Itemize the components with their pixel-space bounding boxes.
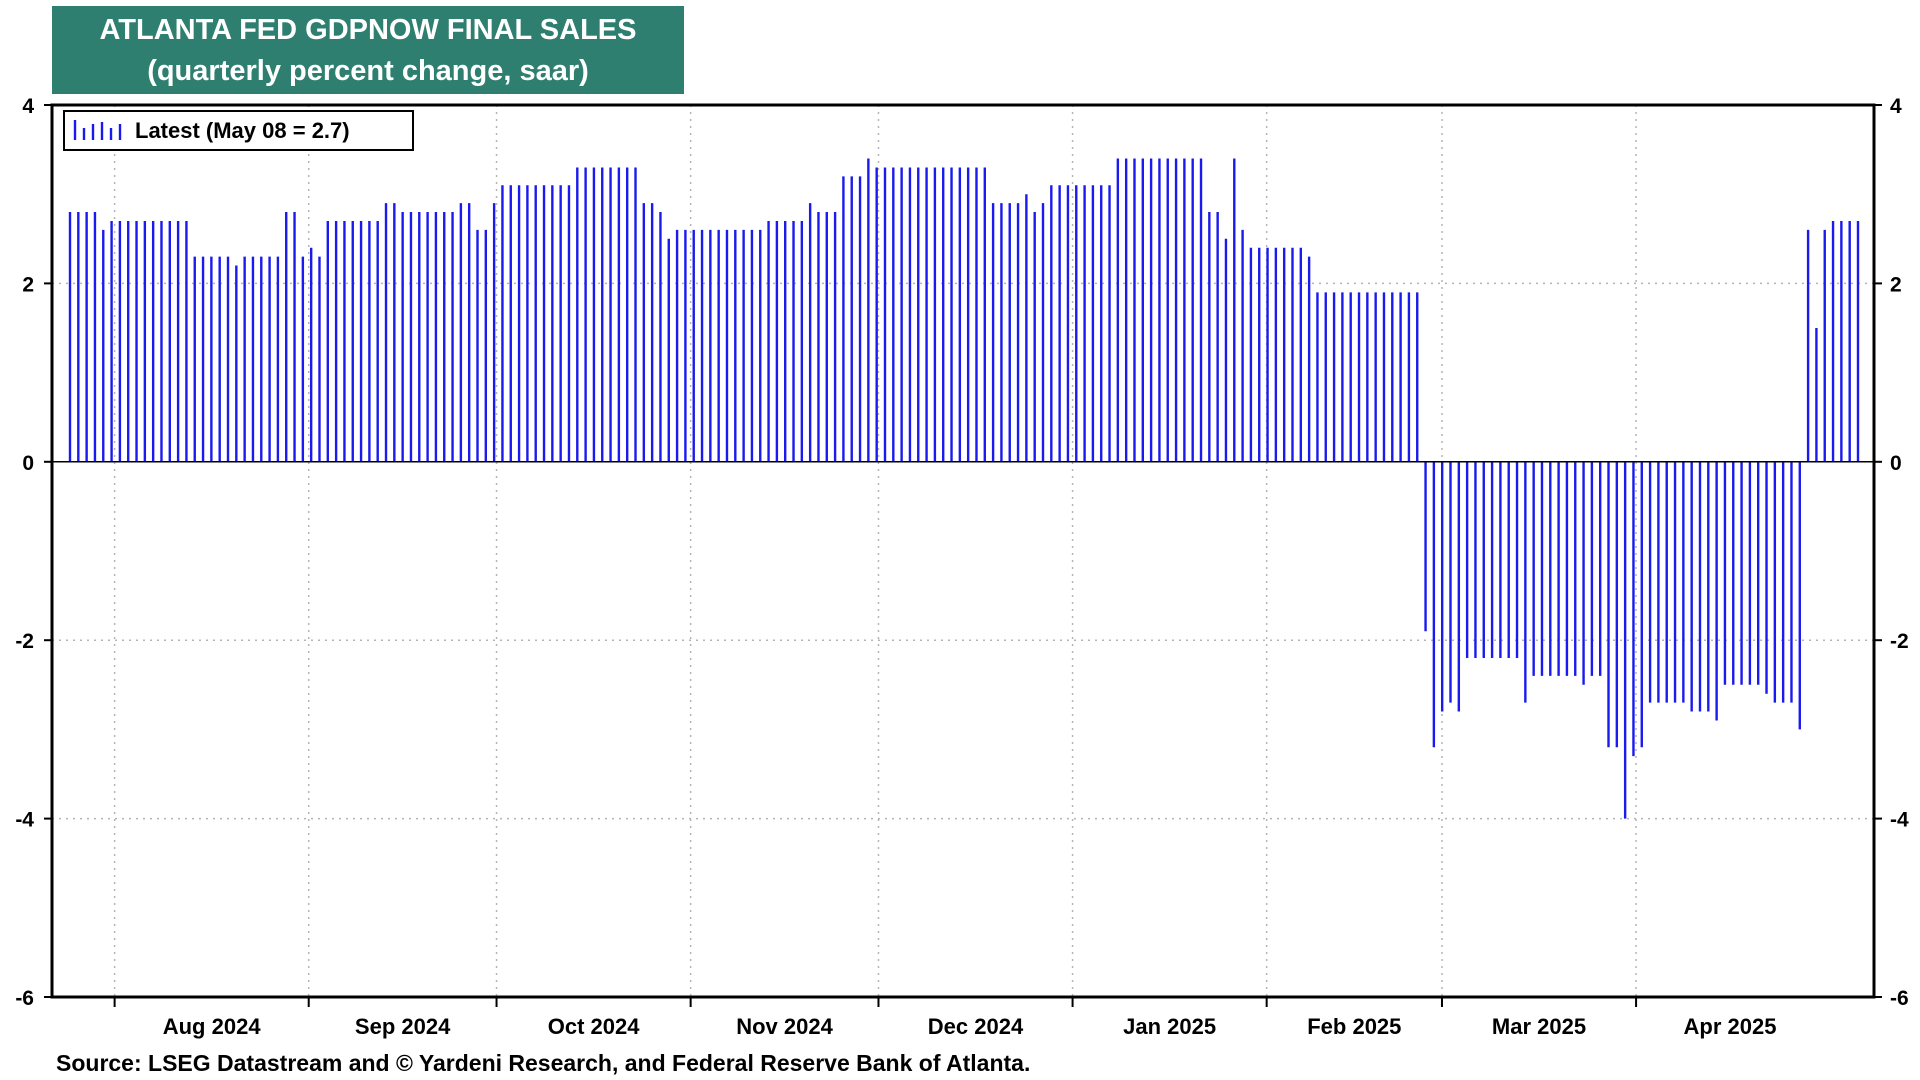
x-tick-label: Mar 2025 <box>1492 1014 1586 1039</box>
grid-lines <box>52 105 1874 997</box>
y-tick-label-left: 4 <box>22 95 34 118</box>
y-tick-label-right: 2 <box>1890 273 1902 296</box>
x-tick-label: Aug 2024 <box>163 1014 262 1039</box>
legend-label: Latest (May 08 = 2.7) <box>135 118 350 143</box>
legend-swatch <box>73 120 122 140</box>
x-tick-label: Apr 2025 <box>1684 1014 1777 1039</box>
chart-title: ATLANTA FED GDPNOW FINAL SALES <box>99 14 637 46</box>
x-tick-label: Feb 2025 <box>1307 1014 1401 1039</box>
x-tick-label: Dec 2024 <box>928 1014 1024 1039</box>
plot-frame <box>50 103 1876 999</box>
x-tick-label: Oct 2024 <box>548 1014 640 1039</box>
source-note: Source: LSEG Datastream and © Yardeni Re… <box>56 1050 1031 1076</box>
bar-series <box>68 158 1860 819</box>
y-tick-label-left: -4 <box>15 809 34 832</box>
y-tick-label-left: 2 <box>22 273 34 296</box>
y-tick-label-right: -2 <box>1890 630 1909 653</box>
axes: 4 4 2 2 0 0 -2 -2 -4 -4 -6 -6 Aug 2024 Sep 2024 Oct 20… <box>15 95 1909 1039</box>
chart-title-box: ATLANTA FED GDPNOW FINAL SALES (quarterl… <box>52 6 684 94</box>
y-tick-label-right: 4 <box>1890 95 1902 118</box>
y-tick-label-right: -4 <box>1890 809 1909 832</box>
y-tick-label-left: -6 <box>15 987 34 1010</box>
y-tick-label-left: 0 <box>22 452 34 475</box>
legend-box <box>63 110 414 151</box>
legend: Latest (May 08 = 2.7) <box>63 110 414 151</box>
y-tick-label-right: -6 <box>1890 987 1909 1010</box>
y-tick-label-left: -2 <box>15 630 34 653</box>
chart-subtitle: (quarterly percent change, saar) <box>147 55 589 87</box>
x-tick-label: Sep 2024 <box>355 1014 451 1039</box>
x-tick-label: Jan 2025 <box>1123 1014 1216 1039</box>
y-tick-label-right: 0 <box>1890 452 1902 475</box>
x-tick-label: Nov 2024 <box>736 1014 833 1039</box>
